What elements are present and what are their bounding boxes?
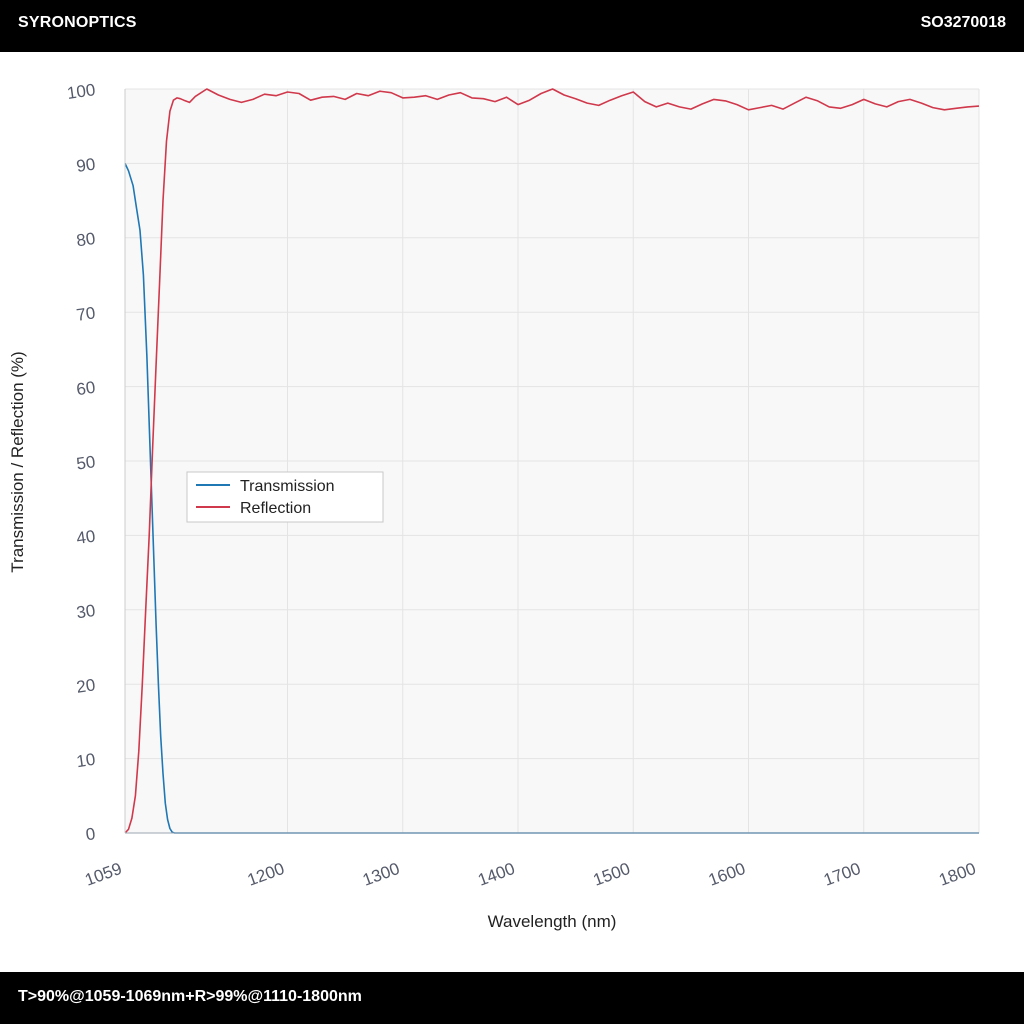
y-tick-label: 100	[66, 80, 97, 103]
x-tick-label: 1800	[936, 859, 978, 890]
y-tick-label: 10	[75, 750, 96, 771]
brand-name: SYRONOPTICS	[18, 14, 137, 31]
x-tick-label: 1600	[706, 859, 748, 890]
series-line-reflection	[124, 88, 980, 834]
x-tick-label: 1059	[82, 859, 124, 890]
footer-bar: T>90%@1059-1069nm+R>99%@1110-1800nm	[0, 972, 1024, 1024]
y-tick-label: 30	[75, 601, 96, 622]
legend-box	[186, 471, 384, 523]
y-tick-label: 70	[75, 303, 96, 324]
y-axis-label: Transmission / Reflection (%)	[8, 351, 27, 572]
y-tick-label: 80	[75, 229, 96, 250]
y-tick-label: 40	[75, 527, 96, 548]
y-tick-label: 60	[75, 378, 96, 399]
part-number: SO3270018	[920, 14, 1006, 31]
x-tick-labels: 1059 1200 1300 1400 1500 1600 1700 1800	[82, 859, 978, 890]
x-tick-label: 1400	[475, 859, 517, 890]
legend-label-transmission: Transmission	[240, 478, 335, 495]
x-tick-label: 1500	[591, 859, 633, 890]
y-tick-label: 90	[75, 155, 96, 176]
header-bar: SYRONOPTICS SO3270018	[0, 0, 1024, 52]
y-tick-label: 0	[85, 824, 97, 844]
x-tick-label: 1200	[245, 859, 287, 890]
x-axis-label: Wavelength (nm)	[488, 912, 617, 931]
y-tick-label: 50	[75, 452, 96, 473]
y-tick-label: 20	[75, 675, 96, 696]
legend: Transmission Reflection	[186, 471, 384, 523]
y-tick-labels: 0 10 20 30 40 50 60 70 80 90 100	[66, 80, 97, 844]
x-tick-label: 1700	[821, 859, 863, 890]
legend-label-reflection: Reflection	[240, 500, 311, 517]
specification-text: T>90%@1059-1069nm+R>99%@1110-1800nm	[18, 988, 362, 1005]
x-tick-label: 1300	[360, 859, 402, 890]
chart-area: 0 10 20 30 40 50 60 70 80 90 100 1059 1200 1300 1400 1…	[0, 52, 1024, 972]
